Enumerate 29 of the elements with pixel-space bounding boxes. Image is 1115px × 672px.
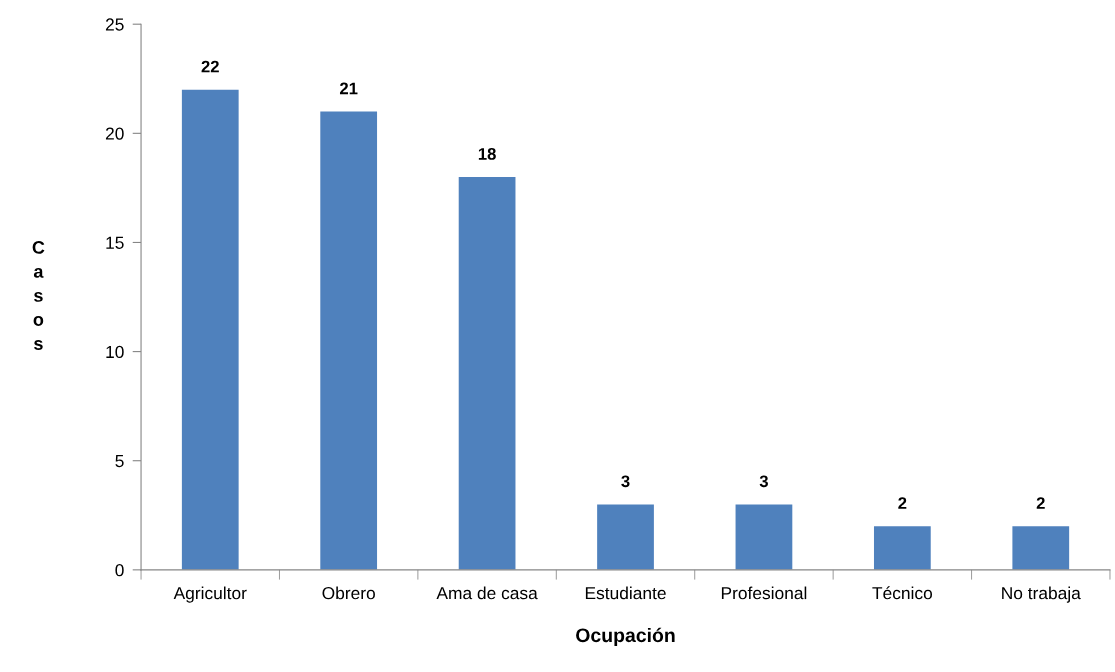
bar xyxy=(873,526,931,570)
y-tick-label: 25 xyxy=(105,18,124,31)
x-tick-label: Estudiante xyxy=(585,586,666,600)
data-label: 2 xyxy=(1036,497,1045,509)
bar xyxy=(320,111,378,570)
data-label: 3 xyxy=(621,475,630,488)
x-tick-label: Agricultor xyxy=(173,586,247,603)
x-tick-label: Profesional xyxy=(721,586,807,600)
bar xyxy=(1012,526,1070,570)
data-label: 22 xyxy=(201,60,219,73)
bar xyxy=(181,89,239,570)
y-tick-label: 10 xyxy=(106,345,124,359)
x-tick-label: Obrero xyxy=(322,586,375,600)
y-tick-label: 0 xyxy=(115,564,124,577)
bar xyxy=(735,504,793,570)
x-axis-title: Ocupación xyxy=(576,627,675,646)
data-label: 21 xyxy=(339,82,358,95)
data-label: 3 xyxy=(759,475,768,488)
data-label: 2 xyxy=(898,497,907,509)
bar xyxy=(458,176,516,570)
y-tick-label: 20 xyxy=(105,127,124,140)
bar xyxy=(597,504,654,570)
y-tick-label: 5 xyxy=(115,455,124,468)
x-tick-label: Ama de casa xyxy=(436,586,538,600)
y-axis-title: Casos xyxy=(32,241,45,350)
y-tick-label: 15 xyxy=(106,236,124,249)
x-tick-label: No trabaja xyxy=(1002,586,1081,603)
x-tick-label: Técnico xyxy=(872,586,933,600)
data-label: 18 xyxy=(478,147,496,160)
